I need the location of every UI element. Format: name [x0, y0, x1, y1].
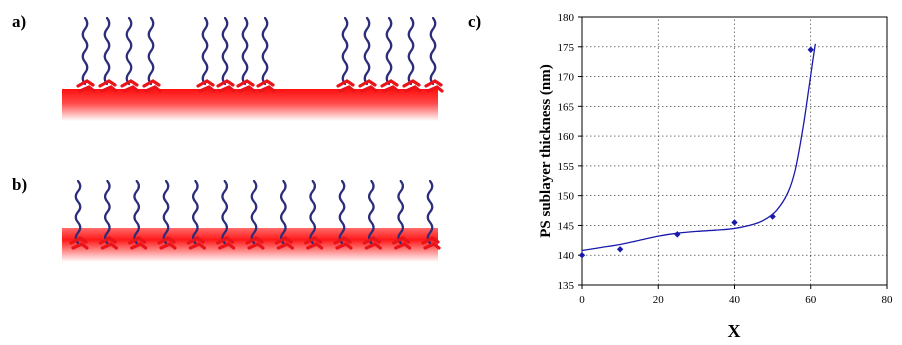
polymer-chain	[142, 16, 162, 93]
polymer-brush-a	[76, 16, 444, 93]
panel-label-a: a)	[12, 12, 26, 31]
data-point	[616, 246, 624, 253]
polymer-chain	[186, 179, 206, 250]
x-axis-title: X	[728, 321, 741, 341]
polymer-chain	[274, 179, 294, 250]
panel-label-b: b)	[12, 175, 27, 194]
data-point	[807, 46, 814, 53]
panel-a: a)	[12, 12, 444, 121]
chart-grid	[582, 17, 887, 285]
polymer-chain	[128, 179, 148, 250]
y-tick-label: 155	[558, 161, 575, 173]
panel-b: b)	[12, 175, 441, 262]
polymer-chain	[98, 16, 118, 93]
substrate-b	[62, 228, 438, 262]
polymer-chain	[69, 179, 89, 250]
data-point	[769, 213, 776, 220]
y-tick-label: 165	[558, 101, 575, 113]
y-tick-label: 160	[558, 131, 575, 143]
polymer-chain	[358, 16, 378, 93]
polymer-chain	[98, 179, 118, 250]
polymer-chain	[392, 179, 412, 250]
polymer-chain	[333, 179, 353, 250]
x-tick-label: 0	[579, 294, 585, 306]
polymer-chain	[421, 179, 441, 250]
polymer-chain	[362, 179, 382, 250]
polymer-chain	[216, 16, 236, 93]
y-tick-label: 150	[558, 191, 575, 203]
substrate-a	[62, 89, 438, 121]
polymer-chain	[424, 16, 444, 93]
data-point	[578, 252, 586, 259]
y-tick-label: 145	[558, 220, 575, 232]
y-tick-label: 180	[558, 12, 575, 24]
polymer-chain	[245, 179, 265, 250]
y-tick-label: 170	[558, 72, 575, 84]
y-axis-ticks: 135 140 145 150 155 160 165 170 175 180	[558, 12, 582, 292]
polymer-chain	[256, 16, 276, 93]
polymer-brush-b	[69, 179, 441, 250]
y-tick-label: 135	[558, 280, 575, 292]
data-points	[578, 46, 814, 259]
polymer-chain	[196, 16, 216, 93]
x-tick-label: 20	[653, 294, 665, 306]
panel-c: c) 135 140 145 150 155 160 165 170 175 180 0 20 40 6…	[468, 12, 893, 341]
polymer-chain	[120, 16, 140, 93]
data-point	[731, 219, 738, 226]
polymer-chain	[304, 179, 324, 250]
x-tick-label: 40	[729, 294, 741, 306]
panel-label-c: c)	[468, 12, 481, 31]
fit-curve	[581, 43, 816, 252]
x-axis-ticks: 0 20 40 60 80	[579, 285, 893, 306]
polymer-chain	[380, 16, 400, 93]
y-tick-label: 140	[558, 250, 575, 262]
polymer-chain	[76, 16, 96, 93]
y-axis-title: PS sublayer thickness (nm)	[538, 64, 554, 238]
polymer-chain	[216, 179, 236, 250]
x-tick-label: 60	[805, 294, 817, 306]
y-tick-label: 175	[558, 42, 575, 54]
data-point	[674, 231, 681, 238]
polymer-chain	[157, 179, 177, 250]
x-tick-label: 80	[882, 294, 894, 306]
polymer-chain	[236, 16, 256, 93]
polymer-chain	[336, 16, 356, 93]
polymer-chain	[402, 16, 422, 93]
